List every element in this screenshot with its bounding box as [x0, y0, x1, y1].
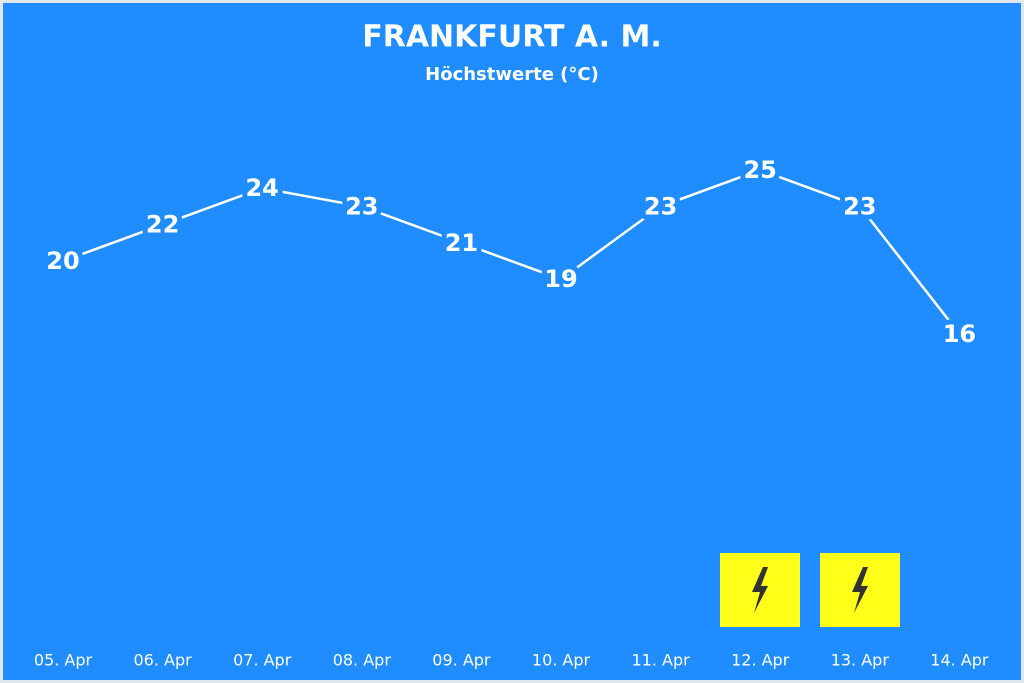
data-label: 20: [46, 247, 79, 275]
chart-title: FRANKFURT A. M.: [362, 20, 662, 55]
data-label: 25: [743, 156, 776, 184]
line: [62, 168, 961, 335]
x-tick-label: 07. Apr: [233, 651, 292, 670]
lightning-bolt: [752, 567, 768, 613]
x-tick-label: 13. Apr: [831, 651, 890, 670]
x-tick-label: 10. Apr: [532, 651, 591, 670]
x-tick-label: 05. Apr: [34, 651, 93, 670]
data-label: 19: [544, 265, 577, 293]
warning-icon: [820, 553, 900, 627]
x-tick-label: 08. Apr: [333, 651, 392, 670]
x-tick-label: 11. Apr: [631, 651, 690, 670]
x-tick-label: 09. Apr: [432, 651, 491, 670]
data-label: 22: [146, 211, 179, 239]
lightning-bolt: [852, 567, 868, 613]
x-tick-label: 12. Apr: [731, 651, 790, 670]
x-tick-label: 06. Apr: [133, 651, 192, 670]
data-label: 23: [345, 192, 378, 220]
data-label: 21: [445, 229, 478, 257]
warning-icon: [720, 553, 800, 627]
data-label: 23: [843, 192, 876, 220]
chart-subtitle: Höchstwerte (°C): [425, 64, 599, 85]
x-tick-label: 14. Apr: [930, 651, 989, 670]
data-label: 23: [644, 192, 677, 220]
data-label: 24: [245, 174, 278, 202]
data-label: 16: [943, 320, 976, 348]
